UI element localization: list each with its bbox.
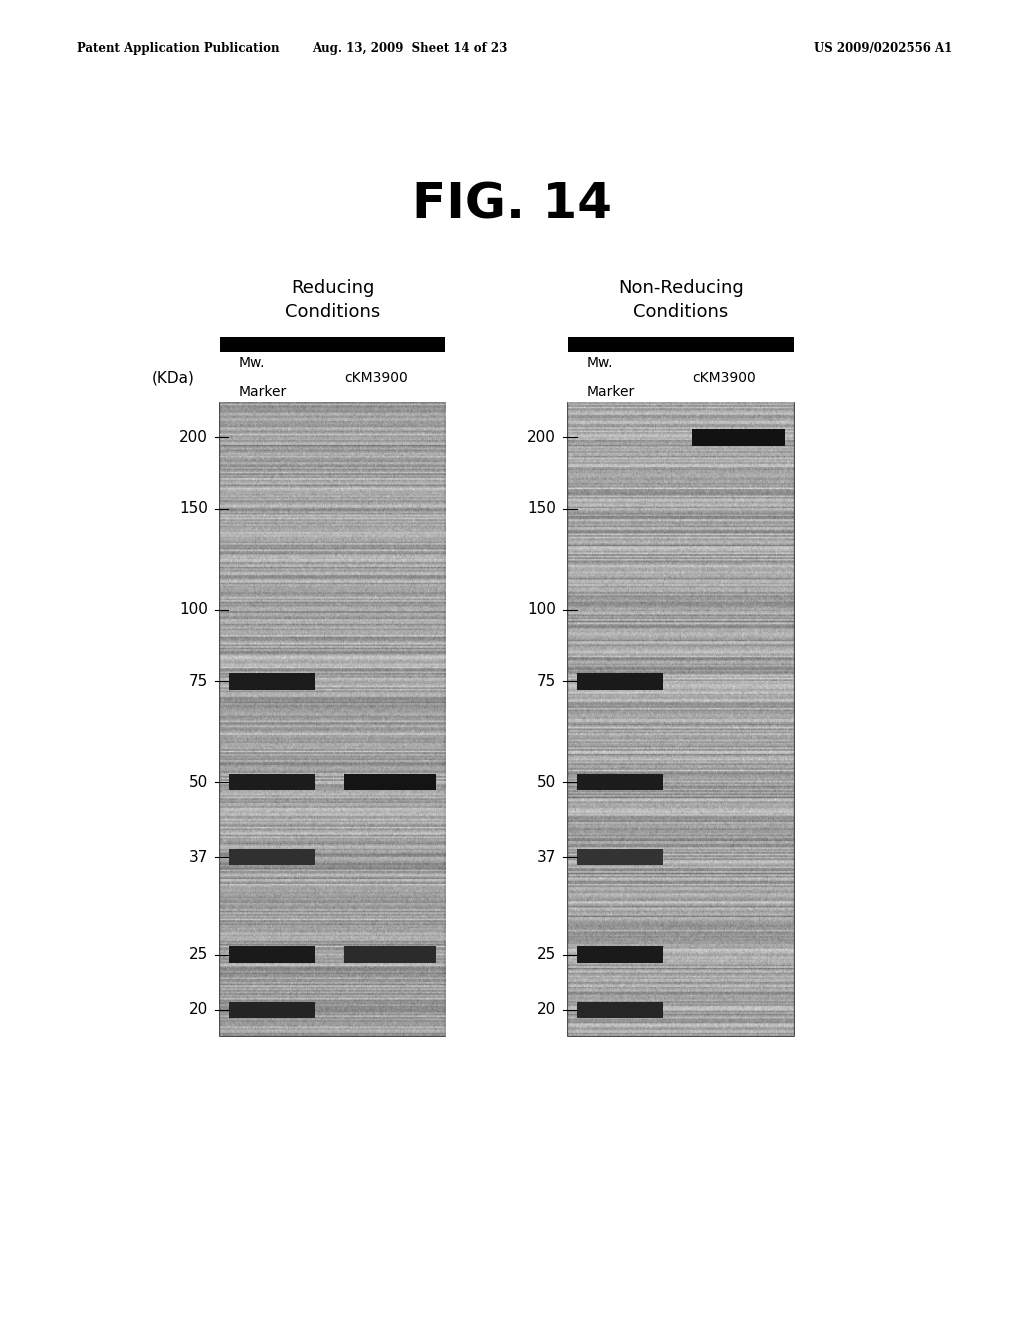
Text: 50: 50 [537,775,556,789]
Text: 150: 150 [179,502,208,516]
Text: 200: 200 [179,430,208,445]
Text: 200: 200 [527,430,556,445]
Text: 75: 75 [188,673,208,689]
Bar [578,774,663,791]
Text: 20: 20 [537,1002,556,1018]
Bar [578,673,663,689]
Text: Patent Application Publication: Patent Application Publication [77,42,280,55]
Bar [220,337,445,352]
Bar [229,849,314,865]
Text: 25: 25 [537,946,556,962]
Bar [578,1002,663,1018]
Bar [344,774,436,791]
Bar [578,849,663,865]
Bar [568,337,794,352]
Text: Mw.: Mw. [239,356,264,371]
Text: Mw.: Mw. [587,356,612,371]
Text: 20: 20 [188,1002,208,1018]
Text: cKM3900: cKM3900 [692,371,756,385]
Text: Marker: Marker [587,385,635,400]
Text: 100: 100 [179,602,208,618]
Text: Conditions: Conditions [633,302,729,321]
Bar [692,429,784,446]
Bar [229,774,314,791]
Text: US 2009/0202556 A1: US 2009/0202556 A1 [814,42,952,55]
Text: 37: 37 [188,850,208,865]
Bar [578,946,663,962]
Text: 75: 75 [537,673,556,689]
Bar [568,403,794,1036]
Bar [229,1002,314,1018]
Bar [344,946,436,962]
Bar [220,403,445,1036]
Text: Marker: Marker [239,385,287,400]
Text: 25: 25 [188,946,208,962]
Text: (KDa): (KDa) [152,371,195,385]
Text: 37: 37 [537,850,556,865]
Text: FIG. 14: FIG. 14 [412,181,612,228]
Text: Non-Reducing: Non-Reducing [618,279,743,297]
Text: 150: 150 [527,502,556,516]
Text: Conditions: Conditions [285,302,381,321]
Bar [229,673,314,689]
Text: cKM3900: cKM3900 [344,371,408,385]
Text: 50: 50 [188,775,208,789]
Text: 100: 100 [527,602,556,618]
Text: Reducing: Reducing [291,279,375,297]
Text: Aug. 13, 2009  Sheet 14 of 23: Aug. 13, 2009 Sheet 14 of 23 [312,42,507,55]
Bar [229,946,314,962]
